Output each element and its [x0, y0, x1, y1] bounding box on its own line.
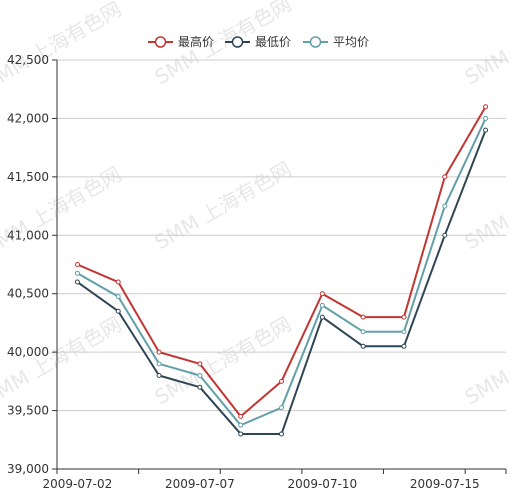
- data-point[interactable]: [319, 314, 325, 320]
- legend-label: 最低价: [255, 35, 291, 49]
- data-point[interactable]: [74, 262, 80, 267]
- data-point[interactable]: [442, 232, 448, 238]
- series-line: [77, 106, 487, 418]
- data-point[interactable]: [74, 270, 80, 276]
- data-point[interactable]: [442, 174, 448, 180]
- y-tick-label: 39,000: [7, 462, 49, 476]
- data-point[interactable]: [279, 378, 284, 384]
- data-point[interactable]: [74, 279, 80, 285]
- x-tick-label: 2009-07-07: [165, 477, 235, 491]
- data-point[interactable]: [360, 343, 366, 349]
- data-point[interactable]: [319, 302, 325, 308]
- watermark-text: SMM 上海有色网: [0, 0, 126, 94]
- data-point[interactable]: [483, 104, 489, 110]
- axes: 39,000 39,500 40,000 40,500 41,000 41,500 42,0…: [7, 53, 507, 491]
- watermark-text: SMM 上海有色网: [461, 0, 516, 89]
- data-point[interactable]: [401, 343, 407, 349]
- data-point[interactable]: [483, 115, 489, 121]
- legend-label: 最高价: [178, 34, 214, 49]
- legend-marker-icon: [309, 36, 322, 48]
- series-0: [74, 104, 489, 419]
- y-tick-label: 39,500: [7, 404, 49, 418]
- data-point[interactable]: [197, 373, 203, 379]
- data-point[interactable]: [156, 373, 162, 379]
- series-1: [74, 127, 489, 437]
- legend-marker-icon: [154, 36, 167, 48]
- data-point[interactable]: [279, 405, 284, 411]
- y-tick-label: 41,000: [7, 228, 49, 242]
- legend-item[interactable]: 最低价: [225, 35, 291, 49]
- watermark-text: SMM 上海有色网: [151, 157, 296, 255]
- data-point[interactable]: [238, 413, 244, 419]
- x-tick-label: 2009-07-02: [43, 477, 113, 491]
- x-tick-label: 2009-07-10: [287, 477, 357, 491]
- data-point[interactable]: [360, 329, 366, 335]
- legend-item[interactable]: 最高价: [148, 34, 214, 49]
- data-point[interactable]: [360, 314, 366, 320]
- y-tick-label: 40,000: [7, 345, 49, 359]
- data-point[interactable]: [401, 314, 407, 320]
- data-point[interactable]: [442, 203, 448, 209]
- y-tick-label: 42,500: [7, 53, 49, 67]
- data-point[interactable]: [115, 308, 121, 314]
- data-point[interactable]: [238, 431, 244, 437]
- legend[interactable]: 最高价 最低价 平均价: [148, 34, 369, 49]
- y-tick-label: 41,500: [7, 170, 49, 184]
- watermark-layer: SMM 上海有色网 SMM 上海有色网 SMM 上海有色网 SMM 上海有色网 SMM …: [0, 0, 516, 409]
- legend-label: 平均价: [333, 35, 369, 49]
- data-point[interactable]: [401, 329, 407, 335]
- grid-lines: [57, 59, 506, 412]
- legend-marker-icon: [231, 36, 244, 48]
- series-2: [74, 115, 489, 428]
- series-layer: [74, 104, 489, 437]
- data-point[interactable]: [115, 294, 121, 300]
- x-tick-label: 2009-07-15: [410, 477, 480, 491]
- data-point[interactable]: [238, 422, 244, 428]
- data-point[interactable]: [156, 361, 162, 367]
- y-tick-label: 40,500: [7, 287, 49, 301]
- data-point[interactable]: [483, 127, 489, 133]
- data-point[interactable]: [115, 279, 121, 285]
- data-point[interactable]: [197, 384, 203, 390]
- data-point[interactable]: [279, 431, 284, 437]
- data-point[interactable]: [197, 361, 203, 367]
- legend-item[interactable]: 平均价: [303, 35, 369, 49]
- y-tick-label: 42,000: [7, 111, 49, 125]
- data-point[interactable]: [319, 291, 325, 297]
- data-point[interactable]: [156, 349, 162, 355]
- watermark-text: SMM 上海有色网: [0, 312, 126, 410]
- watermark-text: SMM 上海有色网: [461, 312, 516, 410]
